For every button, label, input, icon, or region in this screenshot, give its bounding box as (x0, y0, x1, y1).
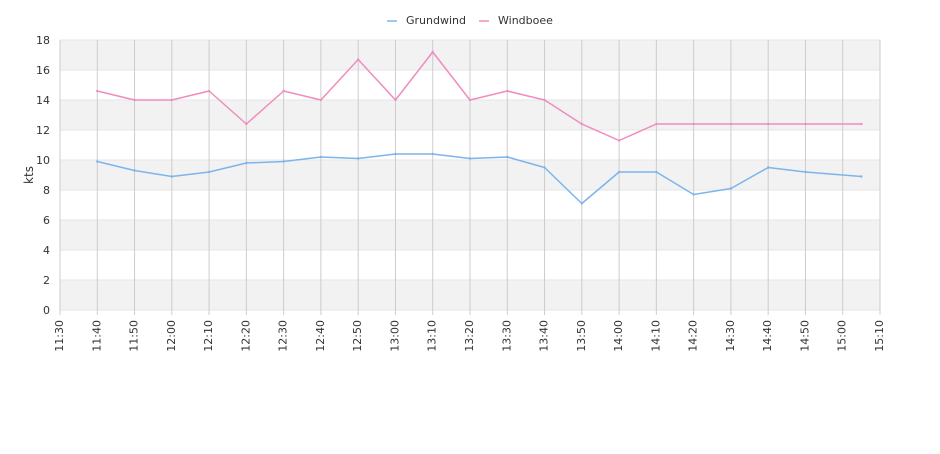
x-tick-label: 14:30 (724, 320, 737, 352)
data-point-grundwind (655, 170, 658, 174)
x-tick-label: 14:00 (612, 320, 625, 352)
data-point-grundwind (766, 166, 770, 169)
data-point-windboee (96, 89, 99, 93)
data-point-windboee (133, 98, 136, 102)
x-tick-label: 14:20 (687, 320, 700, 352)
data-point-windboee (431, 50, 434, 54)
data-point-grundwind (207, 170, 211, 174)
data-point-grundwind (431, 152, 434, 156)
data-point-grundwind (394, 152, 397, 156)
data-point-grundwind (506, 155, 509, 159)
data-point-windboee (468, 98, 472, 102)
x-tick-label: 12:30 (277, 320, 290, 352)
x-tick-label: 11:50 (128, 320, 141, 352)
y-tick-label: 14 (36, 94, 50, 107)
data-point-grundwind (580, 202, 584, 205)
x-tick-label: 12:10 (202, 320, 215, 352)
data-point-grundwind (282, 160, 285, 163)
data-point-windboee (766, 122, 770, 126)
data-point-windboee (580, 122, 584, 126)
data-point-grundwind (543, 166, 546, 169)
data-point-grundwind (804, 170, 807, 174)
y-tick-label: 12 (36, 124, 50, 137)
x-tick-label: 13:40 (538, 320, 551, 352)
data-point-windboee (245, 122, 248, 126)
data-point-windboee (356, 58, 360, 61)
y-tick-label: 16 (36, 64, 50, 77)
data-point-windboee (394, 98, 397, 102)
data-point-windboee (319, 98, 323, 102)
data-point-grundwind (617, 170, 621, 174)
x-tick-label: 12:20 (239, 320, 252, 352)
x-tick-label: 14:50 (798, 320, 811, 352)
data-point-grundwind (468, 157, 472, 160)
data-point-grundwind (860, 175, 863, 178)
y-axis-title: kts (22, 166, 36, 184)
data-point-windboee (170, 98, 174, 102)
x-tick-label: 12:00 (165, 320, 178, 352)
x-tick-label: 12:50 (351, 320, 364, 352)
y-tick-label: 2 (43, 274, 50, 287)
data-point-windboee (655, 122, 658, 126)
x-tick-label: 12:40 (314, 320, 327, 352)
x-tick-label: 11:30 (53, 320, 66, 352)
data-point-windboee (506, 89, 509, 93)
y-tick-label: 4 (43, 244, 50, 257)
data-point-windboee (617, 139, 621, 142)
x-tick-label: 13:50 (575, 320, 588, 352)
x-tick-label: 11:40 (90, 320, 103, 352)
y-tick-label: 10 (36, 154, 50, 167)
x-tick-label: 14:40 (761, 320, 774, 352)
data-point-windboee (207, 89, 211, 93)
data-point-grundwind (170, 175, 174, 178)
data-point-windboee (860, 122, 863, 126)
x-tick-label: 15:10 (873, 320, 886, 352)
legend-label-grundwind: Grundwind (406, 14, 466, 27)
x-tick-label: 14:10 (649, 320, 662, 352)
data-point-grundwind (729, 187, 733, 190)
x-tick-label: 13:10 (426, 320, 439, 352)
x-tick-label: 13:20 (463, 320, 476, 352)
data-point-grundwind (356, 157, 360, 160)
y-tick-label: 0 (43, 304, 50, 317)
data-point-windboee (729, 122, 733, 126)
x-tick-label: 13:00 (388, 320, 401, 352)
data-point-grundwind (96, 160, 99, 163)
data-point-windboee (804, 122, 807, 126)
data-point-windboee (282, 89, 285, 93)
data-point-grundwind (319, 155, 323, 159)
data-point-windboee (543, 98, 546, 102)
data-point-grundwind (245, 161, 248, 165)
data-point-grundwind (692, 193, 695, 196)
legend-label-windboee: Windboee (498, 14, 553, 27)
data-point-windboee (692, 122, 695, 126)
x-tick-label: 15:00 (836, 320, 849, 352)
y-tick-label: 8 (43, 184, 50, 197)
y-tick-label: 18 (36, 34, 50, 47)
y-tick-label: 6 (43, 214, 50, 227)
data-point-grundwind (133, 169, 136, 172)
x-tick-label: 13:30 (500, 320, 513, 352)
